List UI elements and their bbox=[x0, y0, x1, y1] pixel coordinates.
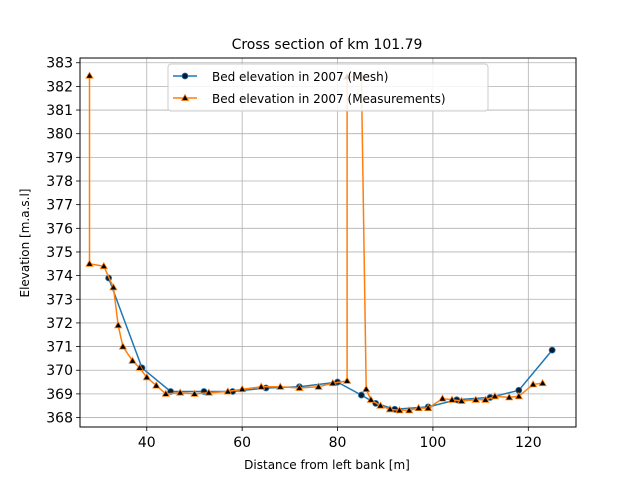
data-point bbox=[85, 71, 94, 79]
data-point bbox=[514, 392, 523, 400]
legend-mesh-label: Bed elevation in 2007 (Mesh) bbox=[212, 70, 388, 84]
data-point bbox=[395, 406, 404, 414]
y-tick-label: 374 bbox=[46, 269, 73, 285]
y-tick-label: 379 bbox=[46, 150, 73, 166]
data-point bbox=[152, 381, 161, 389]
x-tick-label: 120 bbox=[515, 435, 542, 451]
legend: Bed elevation in 2007 (Mesh) Bed elevati… bbox=[167, 63, 489, 112]
y-tick-label: 373 bbox=[46, 292, 73, 308]
y-tick-label: 371 bbox=[46, 340, 73, 356]
x-axis-label: Distance from left bank [m] bbox=[244, 458, 410, 472]
y-tick-label: 375 bbox=[46, 245, 73, 261]
y-tick-label: 370 bbox=[46, 363, 73, 379]
data-point bbox=[404, 406, 414, 414]
y-tick-label: 372 bbox=[46, 316, 73, 332]
data-point bbox=[505, 393, 514, 401]
data-point bbox=[118, 342, 128, 350]
data-point bbox=[257, 382, 266, 390]
data-point bbox=[238, 384, 247, 393]
data-point bbox=[109, 283, 118, 291]
data-point bbox=[424, 403, 433, 412]
data-point bbox=[204, 388, 213, 396]
y-tick-label: 381 bbox=[46, 103, 73, 119]
data-point bbox=[362, 384, 371, 393]
data-point bbox=[85, 259, 94, 267]
data-point bbox=[376, 401, 385, 409]
y-tick-label: 376 bbox=[46, 221, 73, 237]
data-point bbox=[528, 380, 538, 388]
legend-box bbox=[167, 63, 489, 112]
data-point bbox=[447, 395, 457, 403]
x-tick-label: 60 bbox=[233, 435, 251, 451]
x-tick-label: 100 bbox=[420, 435, 447, 451]
legend-mesh-marker bbox=[181, 72, 189, 80]
data-point bbox=[414, 403, 423, 412]
y-tick-label: 369 bbox=[46, 387, 73, 403]
data-point bbox=[161, 389, 170, 397]
data-point bbox=[357, 391, 365, 399]
ticks: 40 60 80 100 120 368 369 370 371 372 373 374 375 376 3… bbox=[46, 56, 541, 451]
y-tick-label: 382 bbox=[46, 79, 73, 95]
y-axis-label: Elevation [m.a.s.l] bbox=[18, 189, 32, 298]
y-tick-label: 380 bbox=[46, 127, 73, 143]
data-point bbox=[471, 395, 480, 403]
data-point bbox=[548, 346, 556, 354]
data-point bbox=[295, 383, 304, 391]
plot-frame bbox=[79, 57, 577, 428]
x-tick-label: 80 bbox=[329, 435, 347, 451]
data-point bbox=[190, 389, 199, 397]
data-point bbox=[342, 376, 352, 384]
y-tick-label: 378 bbox=[46, 174, 73, 190]
data-point bbox=[128, 356, 137, 364]
data-point bbox=[114, 321, 123, 329]
data-point bbox=[99, 261, 108, 270]
data-point bbox=[481, 395, 490, 403]
data-point bbox=[142, 373, 151, 381]
data-point bbox=[457, 396, 466, 404]
data-point bbox=[366, 395, 376, 403]
data-point bbox=[314, 382, 323, 390]
data-point bbox=[438, 394, 447, 402]
y-tick-label: 368 bbox=[46, 411, 73, 427]
series-line bbox=[107, 277, 553, 411]
legend-measurements-marker bbox=[180, 93, 190, 101]
data-point bbox=[490, 392, 500, 400]
data-point bbox=[385, 405, 395, 413]
chart-title: Cross section of km 101.79 bbox=[232, 37, 423, 53]
data-point bbox=[276, 382, 285, 390]
data-point bbox=[176, 388, 185, 396]
legend-measurements-label: Bed elevation in 2007 (Measurements) bbox=[212, 92, 446, 106]
y-tick-label: 377 bbox=[46, 198, 73, 214]
data-point bbox=[328, 378, 337, 387]
x-tick-label: 40 bbox=[138, 435, 156, 451]
data-point bbox=[135, 363, 144, 371]
data-point bbox=[223, 387, 232, 395]
data-point bbox=[538, 378, 547, 387]
y-tick-label: 383 bbox=[46, 56, 73, 72]
grid bbox=[80, 58, 576, 427]
